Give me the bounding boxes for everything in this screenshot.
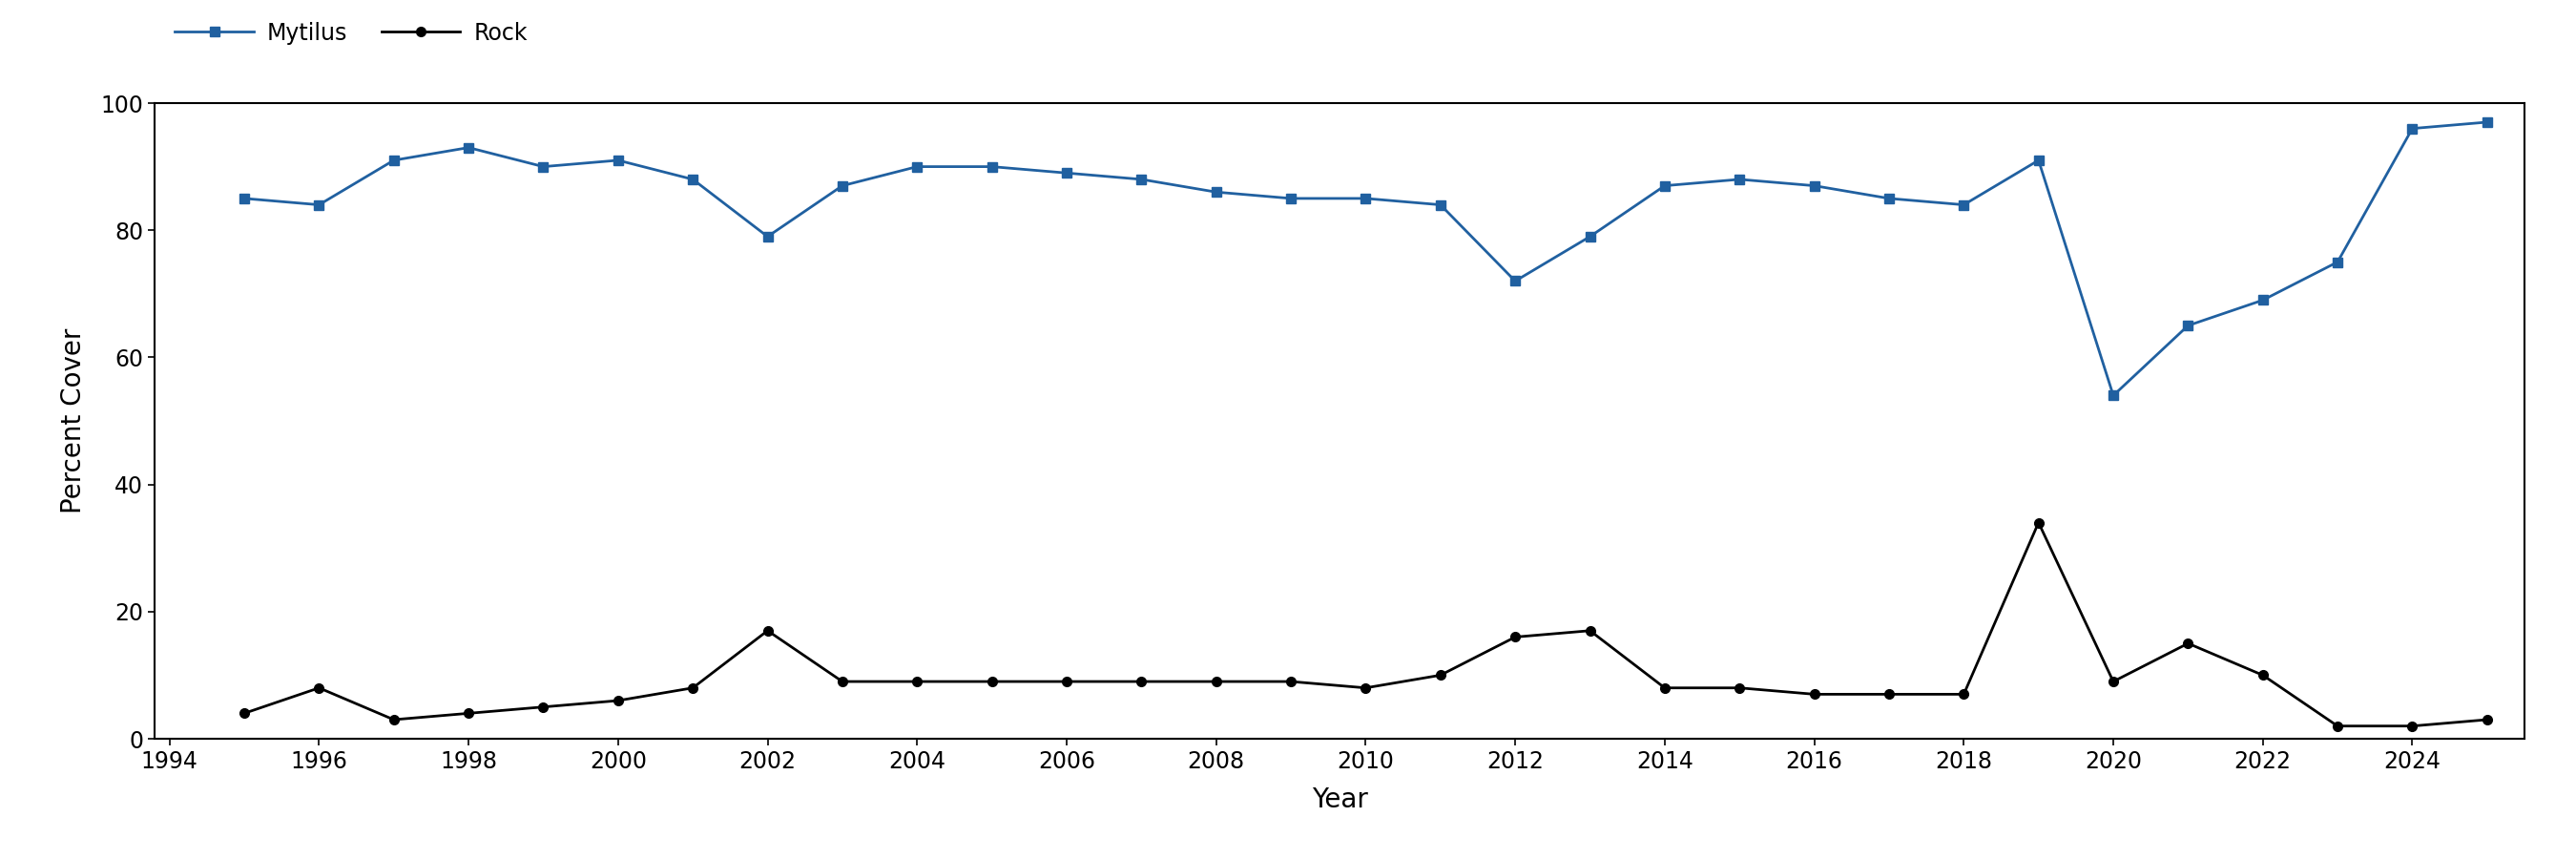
Rock (976, 676, 1007, 686)
Legend: Mytilus, Rock: Mytilus, Rock (165, 13, 536, 53)
Line: Rock: Rock (240, 518, 2491, 731)
Mytilus (2097, 390, 2128, 400)
Mytilus (2172, 320, 2202, 331)
Mytilus (1873, 193, 1904, 204)
Mytilus (2470, 117, 2501, 127)
Rock (1126, 676, 1157, 686)
Rock (1499, 632, 1530, 643)
Mytilus (2022, 155, 2053, 166)
Mytilus (902, 161, 933, 172)
Rock (304, 683, 335, 693)
Rock (1275, 676, 1306, 686)
Mytilus (1798, 180, 1829, 191)
Rock (827, 676, 858, 686)
Mytilus (528, 161, 559, 172)
Rock (1947, 689, 1978, 699)
Rock (2022, 517, 2053, 527)
Mytilus (2246, 295, 2277, 305)
Rock (1200, 676, 1231, 686)
Mytilus (2321, 257, 2352, 267)
Rock (1723, 683, 1754, 693)
Rock (752, 625, 783, 636)
Mytilus (1499, 276, 1530, 286)
Rock (1798, 689, 1829, 699)
Mytilus (976, 161, 1007, 172)
Mytilus (1126, 174, 1157, 185)
Rock (2321, 721, 2352, 731)
Rock (2396, 721, 2427, 731)
Mytilus (1425, 199, 1455, 210)
Mytilus (1947, 199, 1978, 210)
Rock (528, 702, 559, 712)
Rock (1350, 683, 1381, 693)
Mytilus (603, 155, 634, 166)
Mytilus (379, 155, 410, 166)
Mytilus (1723, 174, 1754, 185)
Mytilus (827, 180, 858, 191)
Mytilus (1051, 168, 1082, 178)
X-axis label: Year: Year (1311, 786, 1368, 813)
Mytilus (1649, 180, 1680, 191)
Y-axis label: Percent Cover: Percent Cover (59, 328, 88, 514)
Mytilus (2396, 124, 2427, 134)
Rock (677, 683, 708, 693)
Mytilus (304, 199, 335, 210)
Mytilus (752, 231, 783, 241)
Rock (1649, 683, 1680, 693)
Mytilus (677, 174, 708, 185)
Rock (1051, 676, 1082, 686)
Line: Mytilus: Mytilus (240, 118, 2491, 400)
Rock (2097, 676, 2128, 686)
Rock (2172, 638, 2202, 649)
Mytilus (453, 143, 484, 153)
Rock (453, 708, 484, 718)
Mytilus (1574, 231, 1605, 241)
Mytilus (1350, 193, 1381, 204)
Rock (2246, 670, 2277, 680)
Rock (1873, 689, 1904, 699)
Rock (902, 676, 933, 686)
Rock (1425, 670, 1455, 680)
Mytilus (1275, 193, 1306, 204)
Rock (2470, 715, 2501, 725)
Mytilus (1200, 187, 1231, 198)
Rock (229, 708, 260, 718)
Rock (1574, 625, 1605, 636)
Rock (379, 715, 410, 725)
Mytilus (229, 193, 260, 204)
Rock (603, 696, 634, 706)
